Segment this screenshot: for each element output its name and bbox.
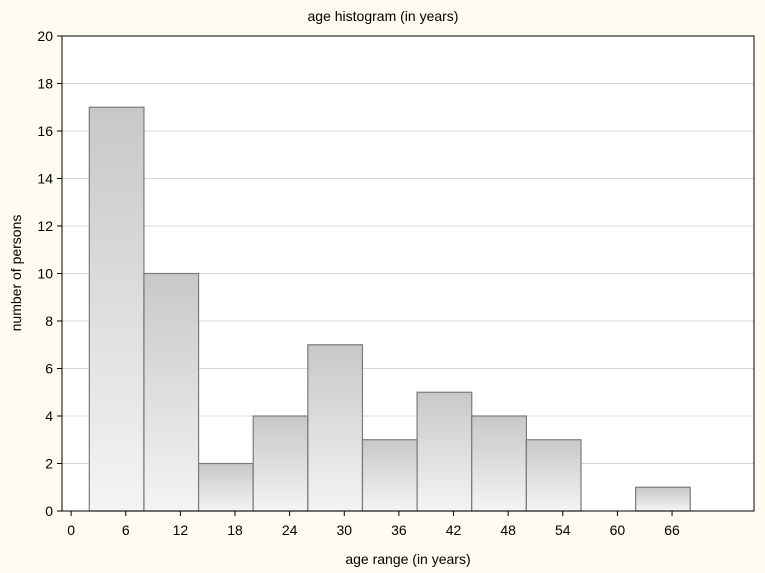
y-axis-title: number of persons (8, 215, 24, 332)
x-tick-label: 24 (282, 522, 298, 538)
chart-title: age histogram (in years) (308, 8, 459, 24)
histogram-bar (635, 486, 691, 512)
histogram-bar (197, 462, 254, 512)
y-tick-label: 20 (37, 28, 53, 44)
x-tick-label: 60 (610, 522, 626, 538)
histogram-bar (525, 439, 582, 512)
histogram-bar (252, 415, 309, 512)
x-tick-label: 0 (67, 522, 75, 538)
y-tick-label: 16 (37, 123, 53, 139)
histogram-bar (361, 439, 418, 512)
histogram-bar (307, 344, 364, 512)
x-axis-title: age range (in years) (345, 551, 470, 567)
histogram-bar (88, 106, 145, 512)
histogram-bar (471, 415, 527, 512)
bars (88, 106, 691, 512)
y-tick-label: 6 (45, 361, 53, 377)
y-tick-label: 14 (37, 171, 53, 187)
x-tick-label: 18 (227, 522, 243, 538)
x-tick-label: 54 (555, 522, 571, 538)
y-tick-label: 2 (45, 456, 53, 472)
y-tick-label: 12 (37, 218, 53, 234)
x-tick-label: 36 (391, 522, 407, 538)
y-tick-label: 8 (45, 313, 53, 329)
y-tick-label: 4 (45, 408, 53, 424)
x-tick-label: 6 (122, 522, 130, 538)
x-tick-label: 12 (173, 522, 189, 538)
y-tick-label: 18 (37, 76, 53, 92)
x-tick-label: 42 (446, 522, 462, 538)
y-tick-label: 0 (45, 503, 53, 519)
x-tick-label: 66 (664, 522, 680, 538)
x-tick-label: 30 (336, 522, 352, 538)
y-tick-label: 10 (37, 266, 53, 282)
histogram-bar (416, 391, 473, 512)
x-tick-label: 48 (500, 522, 516, 538)
histogram-bar (143, 272, 200, 512)
